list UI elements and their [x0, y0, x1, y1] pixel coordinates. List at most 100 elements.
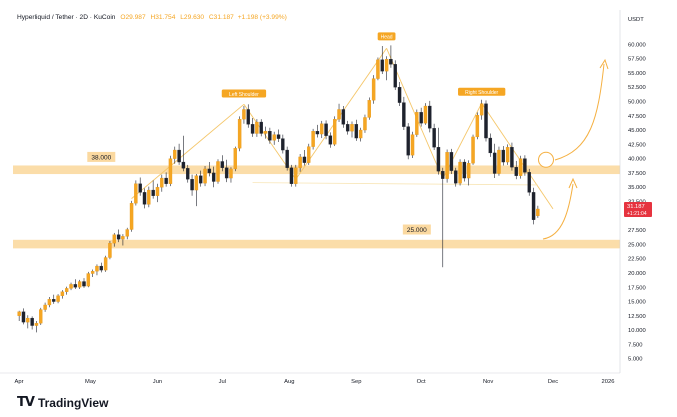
price-tick: 35.000 [628, 185, 646, 191]
candle-body [389, 59, 393, 65]
candle-up [86, 271, 91, 288]
candle-body [65, 288, 69, 292]
candle-body [384, 59, 389, 72]
candle-body [47, 299, 52, 306]
ohlc-high: H31.754 [150, 14, 176, 21]
right-shoulder-label-text: Right Shoulder [465, 90, 498, 96]
right-shoulder-label-bg [458, 87, 506, 96]
candle-up [121, 234, 125, 246]
candle-body [475, 115, 480, 138]
candle-up [168, 155, 173, 187]
candle-up [237, 116, 242, 152]
head-label-text: Head [381, 35, 393, 41]
ohlc-open: O29.987 [120, 14, 146, 21]
candle-body [320, 123, 324, 135]
candle-up [350, 121, 354, 138]
candle-body [276, 134, 281, 139]
candle-down [177, 143, 181, 165]
candle-up [272, 131, 276, 145]
price-tick: 25.000 [628, 242, 646, 248]
brand-name: TradingView [37, 395, 109, 410]
candle-up [536, 205, 540, 218]
head-label: Head [377, 32, 396, 41]
candle-down [138, 177, 142, 196]
time-tick: Oct [417, 379, 426, 385]
price-axis-currency: USDT [628, 17, 644, 23]
candle-body [60, 291, 65, 296]
candle-body [492, 152, 497, 174]
candle-down [449, 148, 454, 175]
candle-down [302, 150, 307, 166]
candle-body [345, 124, 350, 132]
candle-body [134, 183, 138, 204]
candle-body [108, 243, 112, 258]
candle-body [479, 103, 484, 116]
candle-body [194, 175, 199, 191]
price-tick: 5.000 [628, 357, 643, 363]
candle-up [90, 269, 95, 277]
candle-up [497, 146, 501, 176]
candle-up [77, 279, 82, 289]
candle-body [393, 64, 397, 88]
candle-body [177, 149, 181, 163]
candle-down [289, 164, 294, 187]
candles [17, 45, 540, 333]
pattern-line [442, 102, 483, 179]
candle-body [315, 131, 320, 135]
candle-body [26, 317, 30, 323]
candle-down [393, 60, 397, 91]
tradingview-logo[interactable]: TV TradingView [17, 395, 108, 410]
symbol-label[interactable]: Hyperliquid / Tether · 2D · KuCoin [17, 14, 116, 21]
candle-body [501, 149, 505, 163]
candle-up [194, 174, 199, 207]
candle-body [224, 167, 229, 179]
time-tick: Sep [351, 379, 361, 385]
axes: USDT 60.000 57.500 55.000 52.500 50.000 47.500… [0, 10, 652, 385]
candle-down [341, 106, 346, 128]
candle-body [95, 265, 99, 272]
right-shoulder-label: Right Shoulder [458, 87, 506, 96]
candle-body [164, 177, 168, 184]
candle-down [354, 119, 359, 141]
candle-up [255, 119, 259, 137]
candle-up [263, 126, 268, 139]
candle-up [471, 134, 475, 165]
candle-up [34, 320, 39, 333]
candle-up [376, 57, 380, 81]
current-price-bg [624, 201, 652, 217]
candle-up [479, 99, 484, 120]
candle-body [298, 156, 302, 168]
candle-up [458, 159, 462, 186]
candle-body [242, 109, 246, 120]
candle-down [116, 229, 121, 243]
candle-body [397, 87, 402, 103]
candle-body [99, 265, 103, 271]
bullish-arrow-head [599, 58, 609, 70]
candle-down [220, 155, 225, 172]
support-zone-25 [13, 239, 620, 249]
candle-body [518, 158, 523, 176]
candle-down [510, 142, 514, 171]
candle-up [371, 75, 376, 104]
level-38-label-bg [87, 151, 116, 162]
level-25-label-bg [402, 224, 431, 235]
candle-body [82, 281, 86, 287]
recovery-arrow-head [568, 177, 578, 189]
candle-body [371, 78, 376, 101]
candle-up [367, 97, 371, 120]
candle-body [428, 105, 432, 129]
candle-up [17, 310, 21, 321]
candle-down [285, 146, 289, 171]
candle-body [462, 161, 467, 179]
candle-body [173, 149, 177, 159]
candle-body [69, 284, 73, 289]
candle-body [471, 136, 475, 164]
candle-body [125, 229, 129, 237]
candle-body [190, 179, 194, 191]
candle-up [95, 264, 99, 276]
candle-body [497, 149, 501, 174]
candle-down [21, 308, 26, 325]
candle-body [281, 138, 285, 151]
